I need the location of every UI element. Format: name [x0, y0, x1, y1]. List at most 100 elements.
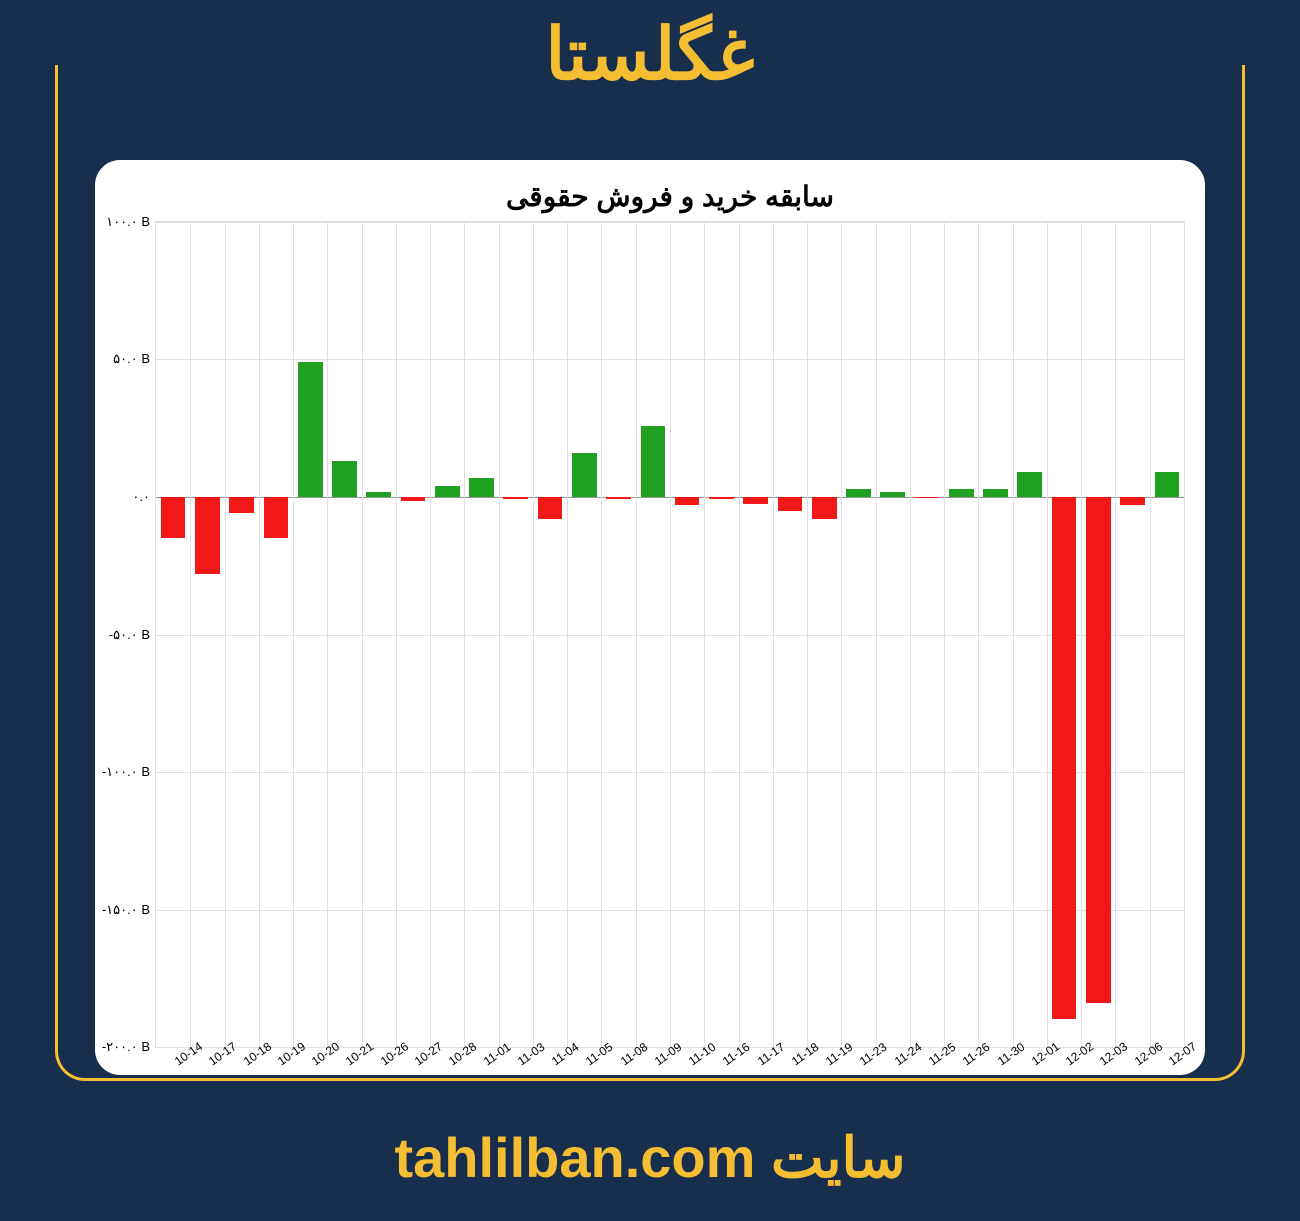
bar	[1155, 472, 1180, 497]
bar	[503, 497, 528, 499]
x-tick-label: 11-08	[611, 1030, 650, 1068]
x-gridline	[1184, 222, 1185, 1047]
header-title: غگلستا	[545, 12, 754, 96]
x-tick-label: 12-03	[1090, 1029, 1130, 1068]
x-gridline	[533, 222, 534, 1047]
x-gridline	[910, 222, 911, 1047]
x-gridline	[1115, 222, 1116, 1047]
x-gridline	[190, 222, 191, 1047]
bar	[366, 492, 391, 497]
x-gridline	[225, 222, 226, 1047]
x-tick-label: 11-01	[474, 1030, 513, 1068]
x-gridline	[430, 222, 431, 1047]
footer-prefix: سایت	[771, 1126, 906, 1189]
bar	[880, 492, 905, 497]
x-gridline	[1150, 222, 1151, 1047]
x-tick-label: 10-20	[302, 1029, 342, 1068]
x-gridline	[327, 222, 328, 1047]
bar	[435, 486, 460, 497]
x-tick-label: 12-01	[1022, 1029, 1062, 1068]
bar	[572, 453, 597, 497]
bar	[1120, 497, 1145, 505]
x-gridline	[499, 222, 500, 1047]
x-tick-label: 11-16	[713, 1030, 752, 1068]
y-tick-label: ۰.۰	[132, 489, 156, 505]
bar	[1052, 497, 1077, 1020]
x-gridline	[807, 222, 808, 1047]
plot-area: ۱۰۰.۰ B۵۰.۰ B۰.۰-۵۰.۰ B-۱۰۰.۰ B-۱۵۰.۰ B-…	[155, 221, 1185, 1048]
footer: سایت tahlilban.com	[0, 1125, 1300, 1191]
x-gridline	[670, 222, 671, 1047]
bar	[229, 497, 254, 514]
x-tick-label: 10-27	[405, 1029, 445, 1068]
bar	[641, 426, 666, 498]
x-gridline	[739, 222, 740, 1047]
x-tick-label: 10-18	[234, 1029, 274, 1068]
x-gridline	[841, 222, 842, 1047]
x-gridline	[601, 222, 602, 1047]
x-tick-label: 11-30	[988, 1030, 1027, 1068]
x-tick-label: 11-04	[542, 1030, 581, 1068]
x-tick-label: 12-07	[1159, 1029, 1199, 1068]
x-tick-label: 11-10	[679, 1030, 718, 1068]
x-tick-label: 11-26	[953, 1030, 992, 1068]
bar	[401, 497, 426, 501]
bar	[983, 489, 1008, 497]
bar	[264, 497, 289, 538]
x-gridline	[1047, 222, 1048, 1047]
chart-panel: سابقه خرید و فروش حقوقی ۱۰۰.۰ B۵۰.۰ B۰.۰…	[95, 160, 1205, 1075]
y-tick-label: -۱۰۰.۰ B	[102, 764, 156, 780]
x-tick-label: 11-09	[645, 1030, 684, 1068]
x-tick-label: 10-14	[165, 1029, 205, 1068]
x-gridline	[567, 222, 568, 1047]
x-gridline	[259, 222, 260, 1047]
bar	[675, 497, 700, 505]
y-tick-label: ۱۰۰.۰ B	[106, 214, 156, 230]
x-tick-label: 10-21	[336, 1029, 376, 1068]
x-gridline	[636, 222, 637, 1047]
x-tick-label: 11-19	[816, 1030, 855, 1068]
footer-url: tahlilban.com	[394, 1126, 755, 1189]
x-gridline	[704, 222, 705, 1047]
bar	[949, 489, 974, 497]
bar	[709, 497, 734, 499]
x-gridline	[944, 222, 945, 1047]
y-tick-label: -۵۰.۰ B	[109, 627, 156, 643]
y-tick-label: -۱۵۰.۰ B	[102, 902, 156, 918]
x-tick-label: 10-28	[439, 1029, 479, 1068]
bar	[915, 497, 940, 498]
plot-wrap: ۱۰۰.۰ B۵۰.۰ B۰.۰-۵۰.۰ B-۱۰۰.۰ B-۱۵۰.۰ B-…	[155, 221, 1185, 1048]
bar	[1086, 497, 1111, 1003]
bar	[778, 497, 803, 511]
x-gridline	[1081, 222, 1082, 1047]
chart-title: سابقه خرید و فروش حقوقی	[155, 180, 1185, 213]
bar	[538, 497, 563, 519]
x-gridline	[293, 222, 294, 1047]
x-tick-label: 10-26	[371, 1029, 411, 1068]
x-gridline	[464, 222, 465, 1047]
x-gridline	[773, 222, 774, 1047]
x-tick-label: 10-19	[268, 1029, 308, 1068]
bar	[332, 461, 357, 497]
x-tick-label: 10-17	[199, 1029, 239, 1068]
x-tick-label: 11-17	[748, 1030, 787, 1068]
x-tick-label: 11-23	[850, 1030, 889, 1068]
x-tick-label: 11-05	[576, 1030, 615, 1068]
x-tick-label: 12-06	[1125, 1029, 1165, 1068]
x-tick-label: 11-25	[919, 1030, 958, 1068]
x-gridline	[978, 222, 979, 1047]
x-gridline	[362, 222, 363, 1047]
x-gridline	[396, 222, 397, 1047]
x-tick-label: 12-02	[1056, 1029, 1096, 1068]
bar	[812, 497, 837, 519]
bar	[195, 497, 220, 574]
bar	[298, 362, 323, 497]
bar	[606, 497, 631, 499]
bar	[846, 489, 871, 497]
bar	[1017, 472, 1042, 497]
bar	[743, 497, 768, 504]
bar	[469, 478, 494, 497]
x-tick-label: 11-24	[885, 1030, 924, 1068]
x-gridline	[876, 222, 877, 1047]
x-tick-label: 11-03	[508, 1030, 547, 1068]
